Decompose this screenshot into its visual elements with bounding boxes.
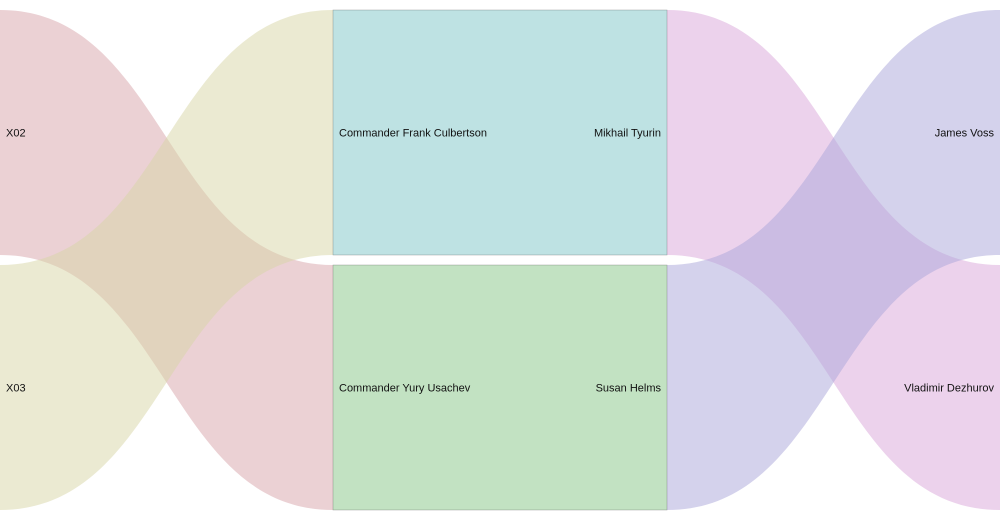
node-label-usachev: Commander Yury Usachev [339, 383, 471, 395]
node-label-voss: James Voss [935, 128, 995, 140]
node-band-culbertson[interactable] [332, 9, 668, 256]
node-label-x03: X03 [6, 383, 26, 395]
node-label-helms: Susan Helms [596, 383, 662, 395]
node-label-tyurin: Mikhail Tyurin [594, 128, 661, 140]
node-band-usachev[interactable] [332, 264, 668, 511]
labels-layer: X02 X03 Commander Frank Culbertson Commande… [6, 128, 994, 395]
node-label-dezhurov: Vladimir Dezhurov [904, 383, 994, 395]
node-label-culbertson: Commander Frank Culbertson [339, 128, 487, 140]
nodes-layer [332, 9, 668, 511]
link-helms-to-voss [667, 10, 1000, 510]
links-layer [0, 10, 1000, 510]
link-x03-to-culbertson [0, 10, 333, 510]
node-label-x02: X02 [6, 128, 26, 140]
